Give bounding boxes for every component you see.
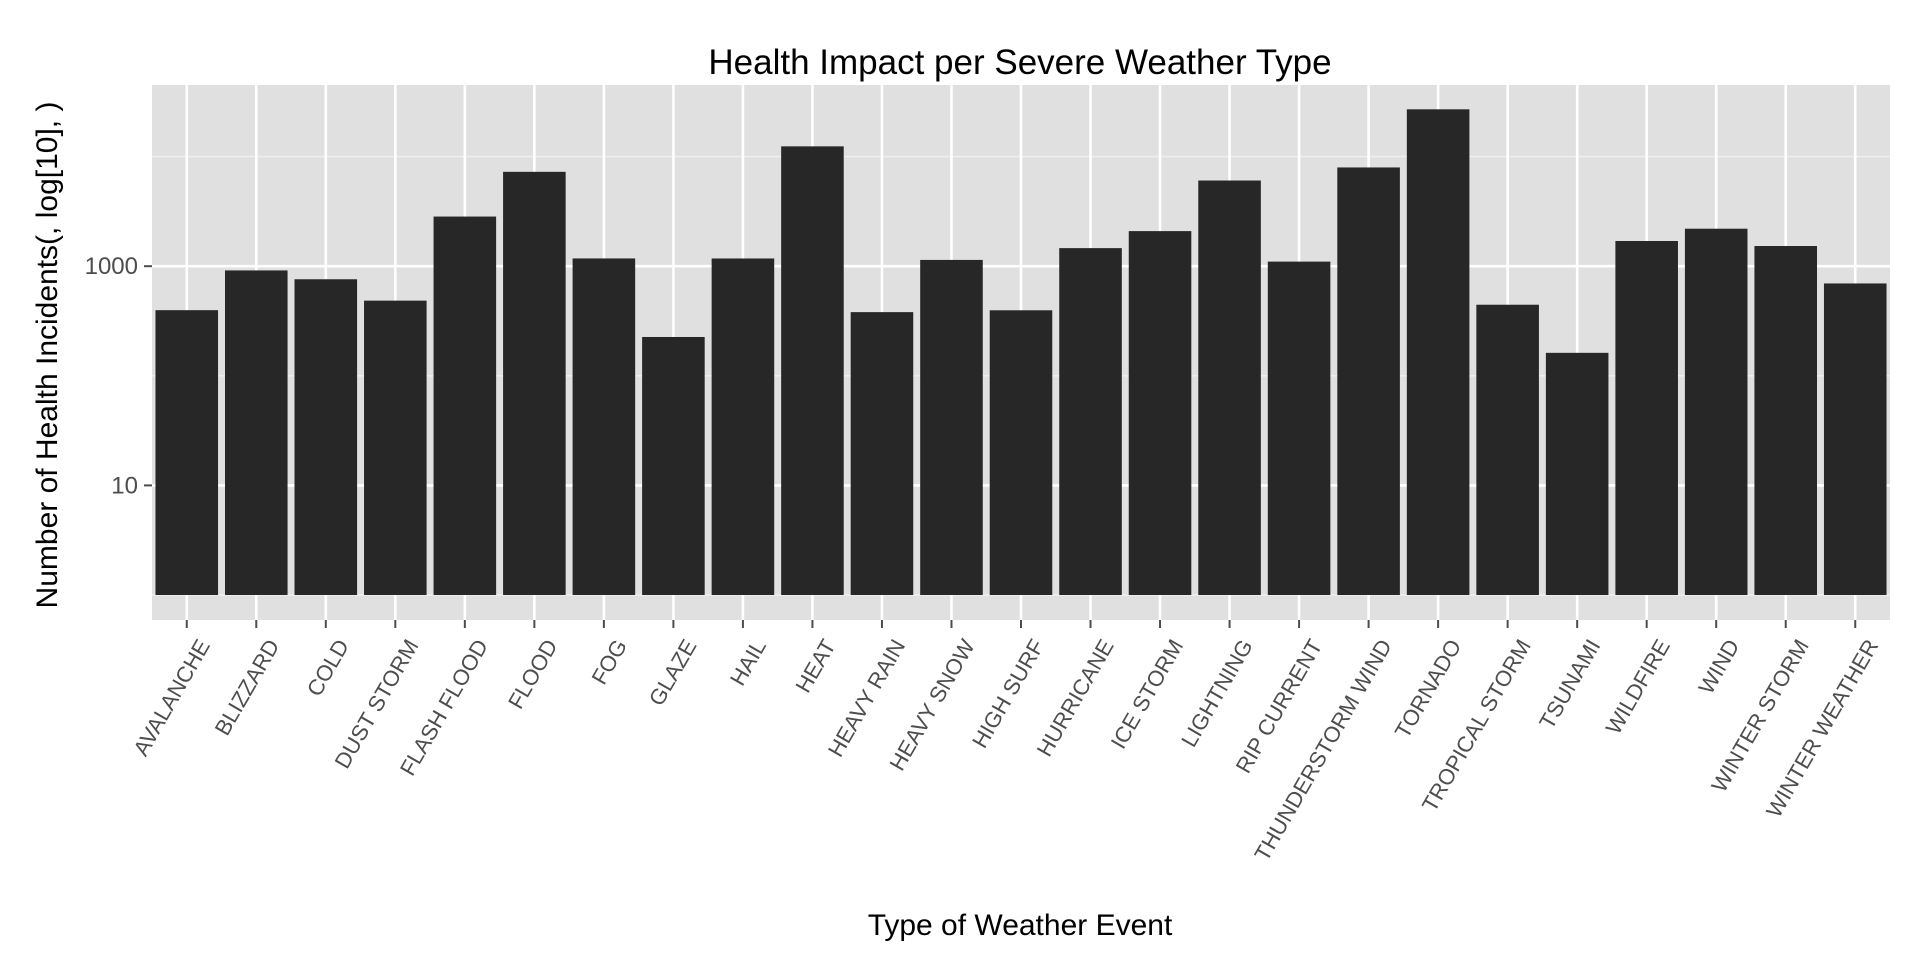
- bar-avalanche: [155, 310, 219, 595]
- bar-fog: [572, 258, 636, 595]
- bar-cold: [294, 279, 358, 595]
- bar-dust-storm: [364, 300, 427, 595]
- x-tick-label: HAIL: [725, 635, 771, 690]
- x-tick-label: FOG: [587, 635, 632, 689]
- bar-heavy-rain: [850, 312, 914, 595]
- bar-hail: [711, 258, 775, 595]
- bars: [155, 109, 1887, 596]
- bar-wildfire: [1615, 240, 1678, 595]
- x-tick-label: WILDFIRE: [1601, 635, 1675, 739]
- x-tick-label: FLOOD: [503, 635, 563, 713]
- x-tick-label: COLD: [302, 635, 354, 700]
- y-tick-label: 1000: [85, 253, 138, 280]
- bar-tropical-storm: [1476, 304, 1539, 595]
- bar-tornado: [1406, 109, 1470, 595]
- bar-winter-storm: [1754, 246, 1818, 596]
- x-tick-label: WIND: [1693, 635, 1744, 698]
- x-tick-label: THUNDERSTORM WIND: [1249, 635, 1396, 865]
- x-tick-label: TORNADO: [1390, 635, 1466, 742]
- chart-title: Health Impact per Severe Weather Type: [708, 43, 1331, 82]
- x-tick-label: AVALANCHE: [128, 635, 215, 760]
- bar-rip-current: [1267, 261, 1331, 595]
- x-tick-label: GLAZE: [644, 635, 702, 710]
- bar-ice-storm: [1128, 231, 1192, 595]
- bar-blizzard: [224, 270, 288, 595]
- x-tick-label: TSUNAMI: [1534, 635, 1605, 733]
- x-tick-label: HIGH SURF: [967, 635, 1049, 752]
- x-axis-title: Type of Weather Event: [868, 909, 1173, 942]
- bar-heavy-snow: [920, 259, 983, 595]
- bar-lightning: [1198, 180, 1261, 595]
- bar-tsunami: [1545, 352, 1609, 595]
- y-axis-title: Number of Health Incidents(, log[10], ): [31, 102, 64, 609]
- x-tick-label: BLIZZARD: [210, 635, 285, 740]
- y-tick-label: 10: [111, 472, 138, 499]
- bar-thunderstorm-wind: [1337, 167, 1400, 595]
- bar-flood: [503, 171, 566, 595]
- x-tick-label: HEAT: [790, 635, 840, 697]
- x-tick-label: LIGHTNING: [1176, 635, 1258, 751]
- bar-glaze: [642, 336, 705, 595]
- bar-hurricane: [1059, 248, 1122, 595]
- bar-winter-weather: [1823, 283, 1887, 595]
- bar-flash-flood: [433, 216, 497, 596]
- bar-high-surf: [989, 310, 1053, 595]
- bar-heat: [781, 146, 844, 596]
- x-tick-label: ICE STORM: [1106, 635, 1189, 753]
- bar-wind: [1684, 228, 1748, 596]
